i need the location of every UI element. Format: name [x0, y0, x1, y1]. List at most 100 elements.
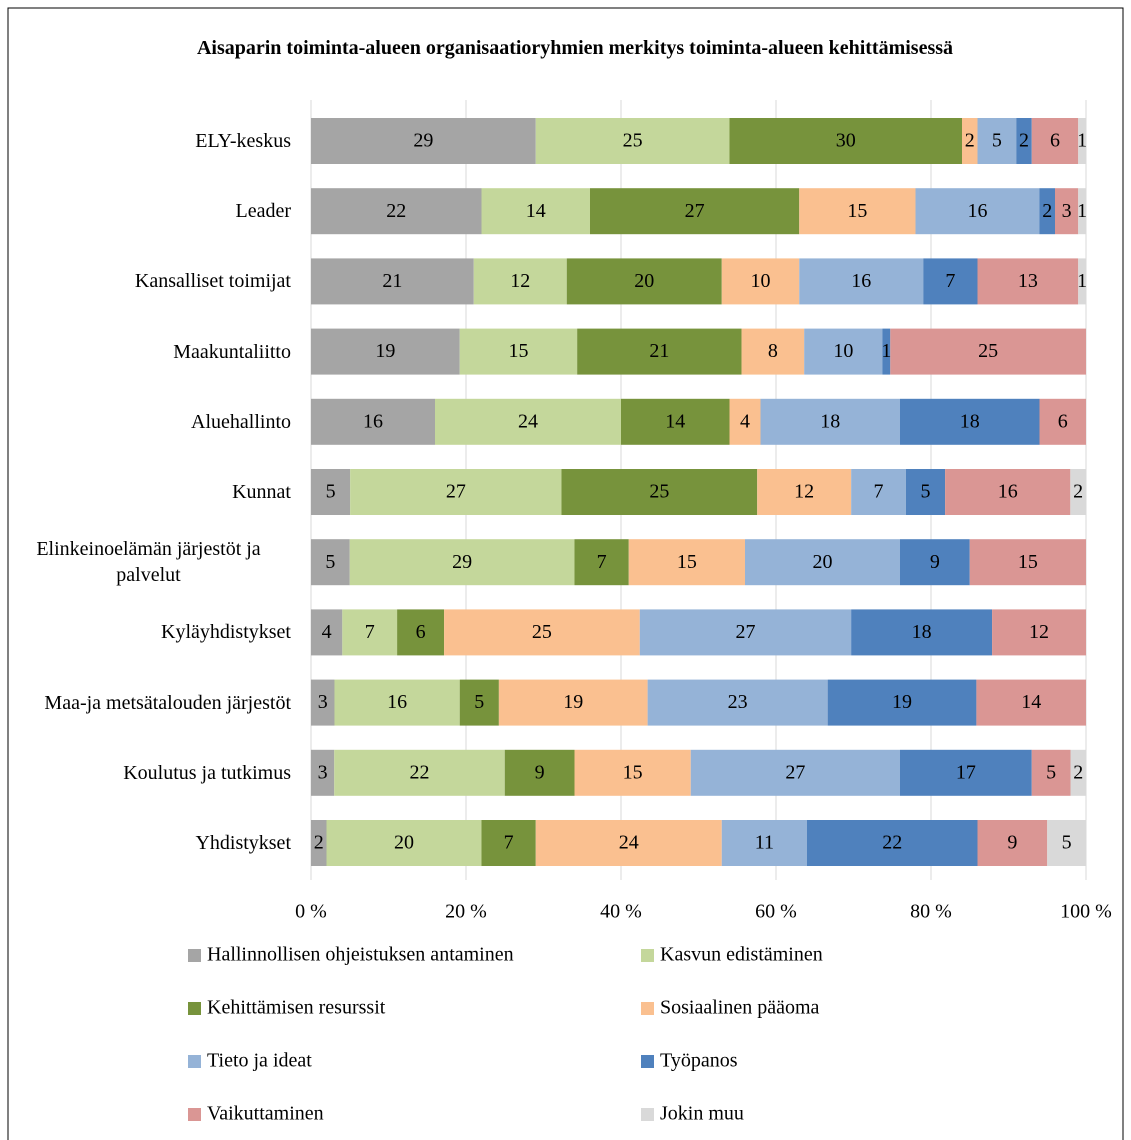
bar-segment: [574, 539, 629, 586]
bar-segment: [535, 118, 730, 164]
bar-segment: [851, 469, 906, 515]
bar-segment: [334, 679, 460, 726]
data-label: 8: [768, 340, 778, 362]
bar-segment: [311, 398, 435, 445]
data-label: 27: [785, 761, 805, 783]
data-label: 6: [1050, 130, 1060, 152]
y-tick-label-box: Maakuntaliitto: [1, 322, 291, 382]
legend-swatch: [641, 949, 654, 962]
y-tick-label-box: Kansalliset toimijat: [1, 251, 291, 311]
bar-segment: [639, 609, 852, 656]
data-label: 16: [968, 200, 988, 222]
bar-segment: [992, 609, 1086, 656]
data-label: 23: [728, 691, 748, 713]
bar-segment: [311, 118, 536, 164]
bar-segment: [334, 749, 505, 796]
data-label: 20: [634, 270, 654, 292]
y-tick-label: Maakuntaliitto: [173, 340, 291, 363]
bar-segment: [349, 539, 575, 586]
data-label: 20: [394, 832, 414, 854]
data-label: 24: [619, 832, 639, 854]
bar-segment: [311, 679, 335, 726]
bar-segment: [760, 398, 900, 445]
data-label: 5: [1046, 761, 1056, 783]
bar-segment: [350, 469, 562, 515]
y-tick-label-box: ELY-keskus: [1, 111, 291, 171]
y-tick-label-box: Aluehallinto: [1, 392, 291, 452]
bar-segment: [1031, 118, 1079, 164]
data-label: 7: [874, 481, 884, 503]
bar-segment: [890, 328, 1086, 375]
data-label: 4: [740, 410, 750, 432]
data-label: 16: [363, 410, 383, 432]
bar-segment: [807, 820, 978, 866]
bar-segment: [444, 609, 640, 656]
bar-segment: [915, 188, 1040, 235]
bar-segment: [574, 749, 691, 796]
bar-segment: [628, 539, 745, 586]
legend-swatch: [188, 1108, 201, 1121]
data-label: 5: [474, 691, 484, 713]
bar-segment: [459, 328, 578, 375]
y-tick-label: Maa-ja metsätalouden järjestöt: [44, 691, 291, 714]
data-label: 14: [665, 410, 685, 432]
bar-segment: [1078, 258, 1086, 305]
y-tick-label: ELY-keskus: [195, 130, 291, 152]
bar-segment: [481, 820, 536, 866]
data-label: 16: [998, 481, 1018, 503]
data-label: 15: [847, 200, 867, 222]
data-label: 29: [452, 551, 472, 573]
data-label: 6: [1058, 410, 1068, 432]
data-label: 5: [992, 130, 1002, 152]
data-label: 22: [882, 832, 902, 854]
bar-segment: [745, 539, 900, 586]
bar-segment: [900, 398, 1040, 445]
y-tick-label: Koulutus ja tutkimus: [123, 761, 291, 784]
legend-swatch: [641, 1055, 654, 1068]
legend-swatch: [188, 1002, 201, 1015]
data-label: 25: [532, 621, 552, 643]
bar-segment: [1031, 749, 1071, 796]
y-tick-label: Aluehallinto: [191, 410, 291, 433]
data-label: 7: [945, 270, 955, 292]
data-label: 6: [416, 621, 426, 643]
legend-label: Sosiaalinen pääoma: [660, 997, 820, 1019]
bar-segment: [1055, 188, 1079, 235]
data-label: 16: [851, 270, 871, 292]
data-label: 18: [820, 410, 840, 432]
bar-segment: [481, 188, 590, 235]
data-label: 22: [386, 200, 406, 222]
data-label: 7: [597, 551, 607, 573]
bar-segment: [1070, 469, 1086, 515]
data-label: 5: [921, 481, 931, 503]
data-label: 14: [526, 200, 546, 222]
legend-swatch: [188, 1055, 201, 1068]
y-tick-label: Elinkeinoelämän järjestöt ja palvelut: [36, 538, 261, 587]
chart-border: [7, 7, 1124, 1140]
legend-swatch: [188, 949, 201, 962]
bar-segment: [498, 679, 648, 726]
y-tick-label-box: Elinkeinoelämän järjestöt ja palvelut: [1, 532, 291, 592]
data-label: 22: [410, 761, 430, 783]
data-label: 24: [518, 410, 538, 432]
bar-segment: [311, 539, 350, 586]
bar-segment: [729, 398, 761, 445]
bar-segment: [827, 679, 977, 726]
y-tick-label: Yhdistykset: [195, 832, 291, 854]
data-label: 19: [375, 340, 395, 362]
bar-segment: [945, 469, 1071, 515]
bar-segment: [647, 679, 828, 726]
data-label: 27: [446, 481, 466, 503]
data-label: 3: [1062, 200, 1072, 222]
data-label: 17: [956, 761, 976, 783]
data-label: 29: [413, 130, 433, 152]
legend-swatch: [641, 1108, 654, 1121]
bar-segment: [311, 820, 327, 866]
bar-segment: [882, 328, 891, 375]
data-label: 2: [965, 130, 975, 152]
data-label: 2: [314, 832, 324, 854]
y-tick-label-box: Leader: [1, 181, 291, 241]
bar-segment: [1039, 188, 1055, 235]
bar-segment: [729, 118, 962, 164]
